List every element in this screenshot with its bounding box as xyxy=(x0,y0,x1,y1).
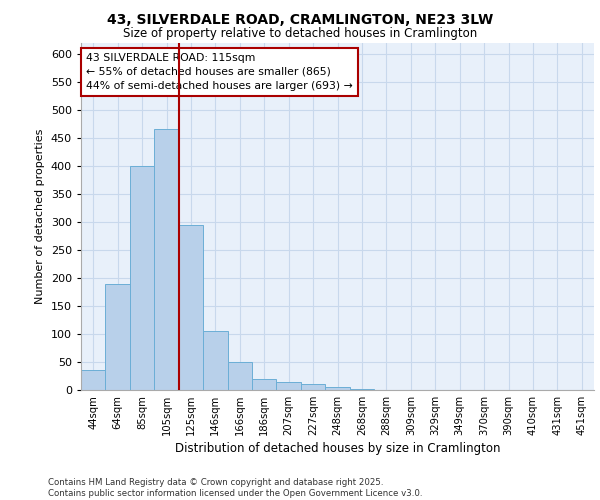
Bar xyxy=(154,130,179,390)
Text: 43 SILVERDALE ROAD: 115sqm
← 55% of detached houses are smaller (865)
44% of sem: 43 SILVERDALE ROAD: 115sqm ← 55% of deta… xyxy=(86,53,353,91)
Bar xyxy=(227,362,252,390)
Bar xyxy=(203,331,227,390)
Y-axis label: Number of detached properties: Number of detached properties xyxy=(35,128,45,304)
Bar xyxy=(252,379,277,390)
Bar xyxy=(301,384,325,390)
Text: 43, SILVERDALE ROAD, CRAMLINGTON, NE23 3LW: 43, SILVERDALE ROAD, CRAMLINGTON, NE23 3… xyxy=(107,12,493,26)
Bar xyxy=(277,382,301,390)
Bar xyxy=(106,284,130,390)
Bar xyxy=(325,387,350,390)
X-axis label: Distribution of detached houses by size in Cramlington: Distribution of detached houses by size … xyxy=(175,442,500,455)
Text: Size of property relative to detached houses in Cramlington: Size of property relative to detached ho… xyxy=(123,28,477,40)
Bar xyxy=(81,370,106,390)
Bar xyxy=(130,166,154,390)
Text: Contains HM Land Registry data © Crown copyright and database right 2025.
Contai: Contains HM Land Registry data © Crown c… xyxy=(48,478,422,498)
Bar xyxy=(179,224,203,390)
